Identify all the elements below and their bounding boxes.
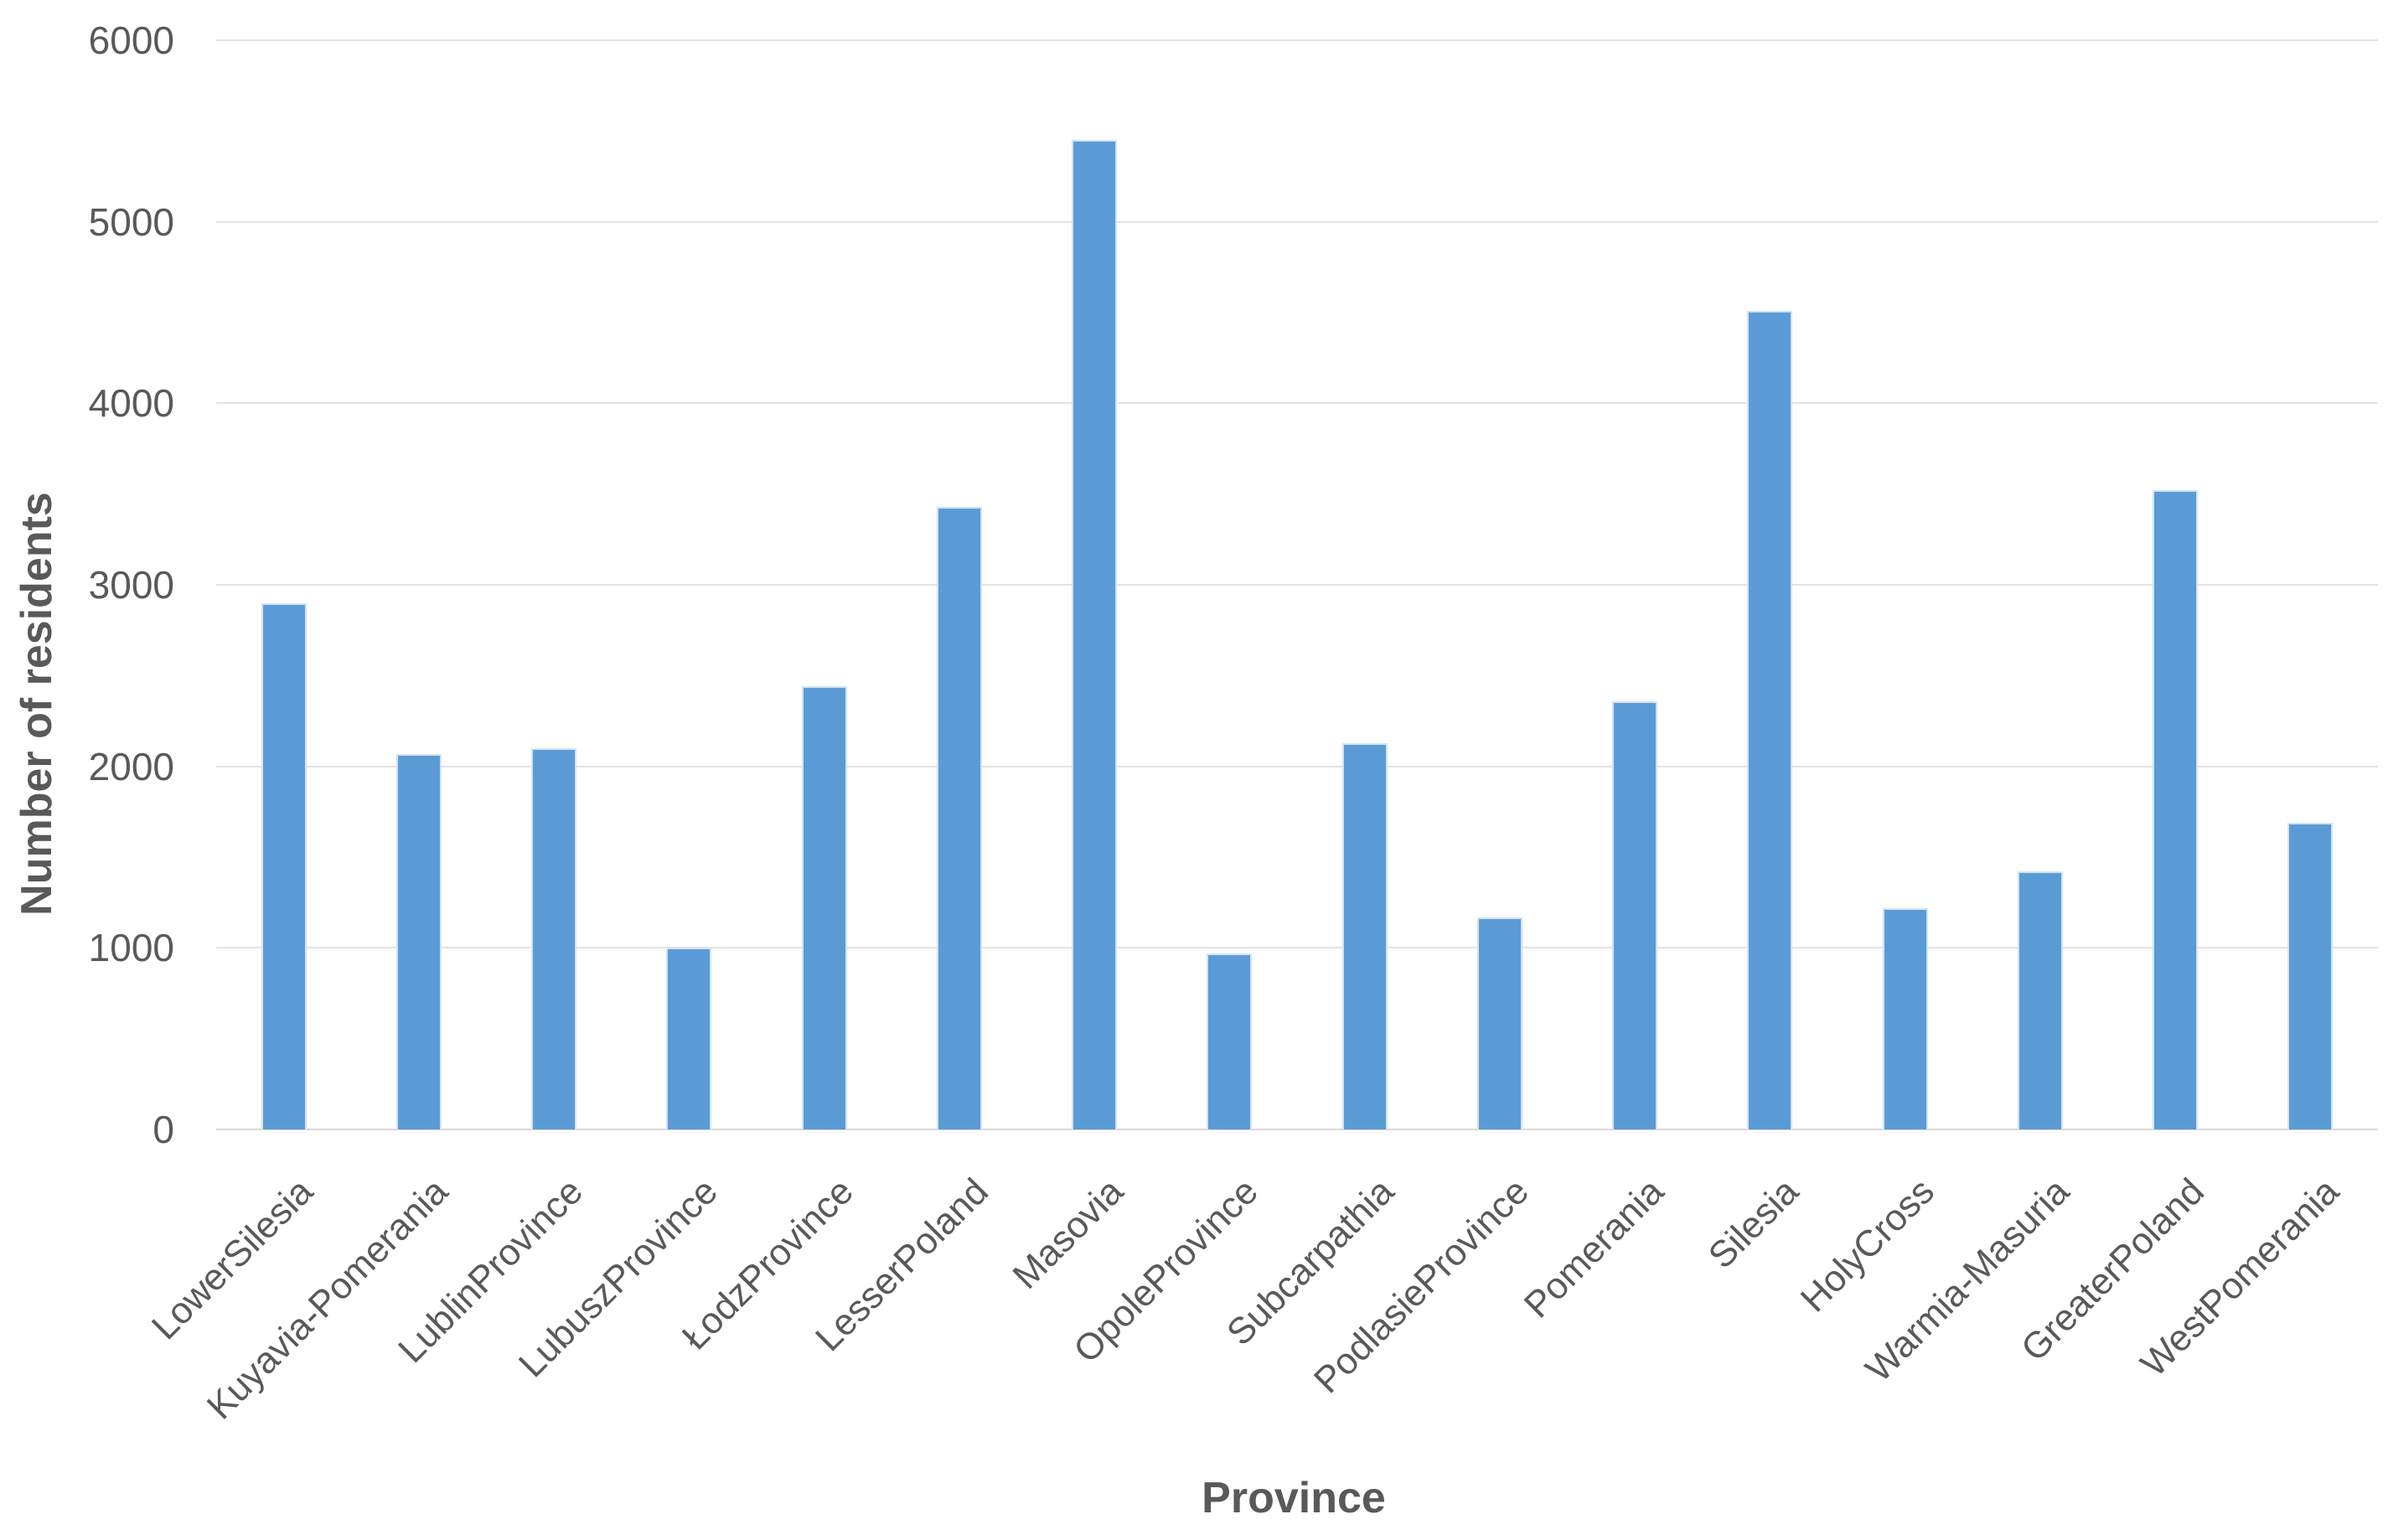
bar-greaterpoland	[2153, 490, 2199, 1129]
bar-silesia	[1747, 310, 1793, 1129]
bar-lubuszprovince	[666, 948, 712, 1129]
y-tick-label-5000: 5000	[88, 199, 174, 244]
bar-łodzprovince	[801, 686, 847, 1129]
bar-masovia	[1072, 140, 1118, 1129]
bar-pomerania	[1612, 700, 1658, 1129]
y-tick-label-3000: 3000	[88, 563, 174, 607]
bar-warmia-masuria	[2017, 871, 2063, 1129]
gridline-2000	[216, 765, 2378, 767]
y-axis-title: Number of residents	[13, 492, 61, 916]
bar-kuyavia-pomerania	[395, 753, 442, 1129]
bar-lublinprovince	[531, 748, 577, 1129]
y-tick-label-6000: 6000	[88, 18, 174, 62]
y-tick-label-4000: 4000	[88, 381, 174, 426]
bar-opoleprovince	[1207, 953, 1253, 1129]
bar-lesserpoland	[936, 506, 982, 1129]
gridline-6000	[216, 39, 2378, 41]
bar-lowersilesia	[261, 602, 307, 1129]
gridline-1000	[216, 947, 2378, 949]
y-tick-label-1000: 1000	[88, 926, 174, 970]
bar-subcarpathia	[1341, 742, 1388, 1129]
gridline-5000	[216, 220, 2378, 223]
gridline-3000	[216, 584, 2378, 586]
y-tick-label-0: 0	[152, 1108, 174, 1151]
gridline-4000	[216, 402, 2378, 405]
bar-westpomerania	[2287, 822, 2334, 1129]
bar-holycross	[1882, 907, 1928, 1129]
y-tick-label-2000: 2000	[88, 744, 174, 788]
x-axis-title: Province	[1202, 1474, 1386, 1522]
gridline-0	[216, 1129, 2378, 1130]
x-tick-label-westpomerania: WestPomerania	[2132, 1171, 2348, 1385]
bar-podlasieprovince	[1476, 917, 1522, 1129]
